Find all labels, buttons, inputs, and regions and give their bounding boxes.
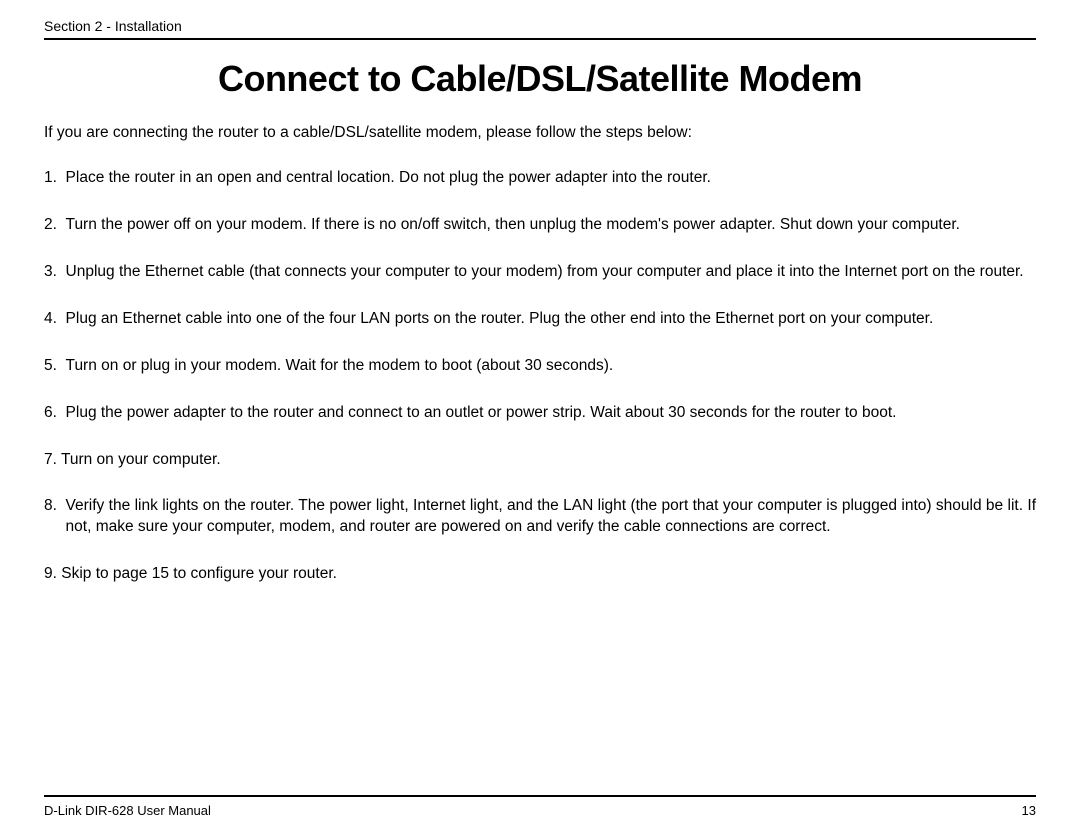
step-text: 7. Turn on your computer. — [44, 450, 1036, 471]
step-text: Plug the power adapter to the router and… — [66, 403, 1036, 424]
steps-list: 1. Place the router in an open and centr… — [44, 168, 1036, 585]
step-text: Turn the power off on your modem. If the… — [66, 215, 1036, 236]
step-number: 3. — [44, 262, 66, 283]
step-number: 4. — [44, 309, 66, 330]
intro-paragraph: If you are connecting the router to a ca… — [44, 124, 1036, 142]
list-item: 2. Turn the power off on your modem. If … — [44, 215, 1036, 236]
list-item: 8. Verify the link lights on the router.… — [44, 496, 1036, 538]
footer-page-number: 13 — [1022, 803, 1036, 818]
list-item: 1. Place the router in an open and centr… — [44, 168, 1036, 189]
section-header: Section 2 - Installation — [44, 18, 1036, 40]
step-text: Place the router in an open and central … — [66, 168, 1036, 189]
step-text: Turn on or plug in your modem. Wait for … — [66, 356, 1036, 377]
step-text: Verify the link lights on the router. Th… — [66, 496, 1036, 538]
step-text: Plug an Ethernet cable into one of the f… — [66, 309, 1036, 330]
step-text: 9. Skip to page 15 to configure your rou… — [44, 564, 1036, 585]
step-number: 6. — [44, 403, 66, 424]
step-number: 8. — [44, 496, 66, 538]
list-item: 3. Unplug the Ethernet cable (that conne… — [44, 262, 1036, 283]
step-number: 2. — [44, 215, 66, 236]
list-item: 6. Plug the power adapter to the router … — [44, 403, 1036, 424]
list-item: 7. Turn on your computer. — [44, 450, 1036, 471]
footer-product: D-Link DIR-628 User Manual — [44, 803, 211, 818]
list-item: 4. Plug an Ethernet cable into one of th… — [44, 309, 1036, 330]
step-number: 5. — [44, 356, 66, 377]
list-item: 9. Skip to page 15 to configure your rou… — [44, 564, 1036, 585]
page-title: Connect to Cable/DSL/Satellite Modem — [44, 58, 1036, 100]
step-number: 1. — [44, 168, 66, 189]
list-item: 5. Turn on or plug in your modem. Wait f… — [44, 356, 1036, 377]
step-text: Unplug the Ethernet cable (that connects… — [66, 262, 1036, 283]
page-footer: D-Link DIR-628 User Manual 13 — [44, 795, 1036, 818]
